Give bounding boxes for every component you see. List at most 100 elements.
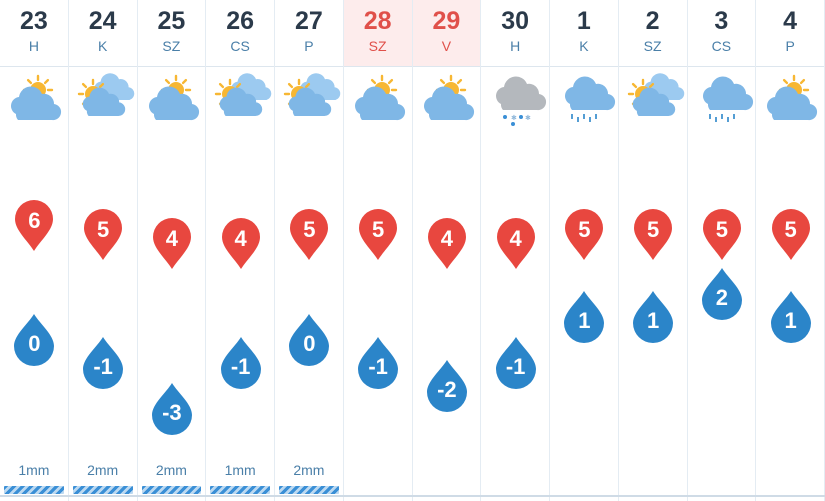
max-temp-value: 5 [647, 217, 660, 242]
day-column[interactable]: 27 P 5 0 2mm [275, 0, 344, 501]
day-column[interactable]: 26 CS 4 -1 1mm [206, 0, 275, 501]
day-of-week: SZ [162, 38, 181, 54]
rain-cloud-icon [692, 72, 753, 128]
baseline-divider [0, 495, 825, 497]
mostly-cloudy-sun-icon [279, 72, 341, 128]
min-temp-marker: -1 [495, 336, 537, 390]
day-column[interactable]: 25 SZ 4 -3 2mm [137, 0, 207, 501]
min-temp-value: -3 [162, 400, 182, 425]
max-temp-value: 4 [509, 226, 522, 251]
sleet-cloud-icon: ✱ ✱ [485, 72, 547, 128]
day-of-week: P [304, 38, 314, 54]
day-number: 3 [714, 7, 729, 35]
precipitation-bar [72, 486, 133, 494]
partly-cloudy-sun-icon [348, 72, 408, 128]
precipitation-amount: 2mm [155, 462, 187, 478]
min-temp-value: -2 [437, 377, 457, 402]
day-of-week: CS [711, 38, 732, 54]
min-temp-value: -1 [505, 354, 526, 379]
min-temp-marker: -1 [357, 336, 399, 390]
max-temp-value: 5 [784, 217, 797, 242]
min-temp-marker: -3 [151, 382, 193, 436]
max-temp-value: 6 [28, 208, 41, 233]
min-temp-marker: -1 [82, 336, 124, 390]
min-temp-value: 1 [647, 308, 660, 333]
max-temp-value: 5 [303, 217, 316, 242]
day-of-week: V [441, 38, 452, 54]
day-header: 1 K [550, 0, 618, 67]
day-number: 26 [226, 7, 255, 35]
day-number: 4 [783, 7, 798, 35]
day-number: 24 [88, 7, 117, 35]
max-temp-marker: 5 [289, 209, 329, 261]
precipitation-amount: 1mm [224, 462, 256, 478]
day-number: 27 [294, 7, 323, 35]
max-temp-marker: 5 [633, 209, 673, 261]
max-temp-marker: 5 [771, 209, 811, 261]
min-temp-marker: 1 [563, 290, 605, 344]
precipitation-amount: 2mm [87, 462, 119, 478]
partly-cloudy-sun-icon [760, 72, 820, 128]
max-temp-value: 5 [715, 217, 728, 242]
day-column[interactable]: 30 H ✱ ✱ 4 -1 [481, 0, 550, 501]
min-temp-value: 0 [28, 331, 41, 356]
day-header: 29 V [412, 0, 481, 67]
day-of-week: K [579, 38, 589, 54]
min-temp-value: 2 [715, 285, 728, 310]
max-temp-value: 4 [165, 226, 178, 251]
max-temp-value: 5 [97, 217, 110, 242]
day-column[interactable]: 23 H 6 0 1mm [0, 0, 69, 501]
precipitation-bar [4, 486, 64, 494]
day-column[interactable]: 29 V 4 -2 [412, 0, 482, 501]
max-temp-value: 4 [234, 226, 247, 251]
mostly-cloudy-sun-icon [210, 72, 272, 128]
mostly-cloudy-sun-icon [73, 72, 134, 128]
max-temp-value: 5 [578, 217, 591, 242]
day-header: 28 SZ [343, 0, 412, 67]
mostly-cloudy-sun-icon [623, 72, 684, 128]
max-temp-value: 4 [440, 226, 453, 251]
day-of-week: H [510, 38, 521, 54]
min-temp-value: 0 [303, 331, 316, 356]
day-of-week: K [97, 38, 108, 54]
min-temp-value: 1 [578, 308, 591, 333]
day-header: 3 CS [687, 0, 756, 67]
precipitation-amount: 1mm [18, 462, 50, 478]
day-number: 2 [645, 7, 660, 35]
min-temp-marker: 1 [770, 290, 812, 344]
day-header: 30 H [481, 0, 549, 67]
day-number: 29 [432, 7, 461, 35]
max-temp-marker: 4 [152, 218, 192, 270]
day-column[interactable]: 4 P 5 1 [756, 0, 825, 501]
min-temp-marker: 2 [701, 267, 743, 321]
day-column[interactable]: 1 K 5 1 [550, 0, 619, 501]
min-temp-value: -1 [230, 354, 251, 379]
min-temp-value: -1 [368, 354, 388, 379]
precipitation-bar [141, 486, 202, 494]
max-temp-marker: 5 [358, 209, 398, 261]
min-temp-marker: 0 [288, 313, 330, 367]
max-temp-marker: 5 [83, 209, 123, 261]
max-temp-marker: 4 [427, 218, 467, 270]
day-number: 30 [501, 7, 530, 35]
day-column[interactable]: 24 K 5 -1 2mm [68, 0, 138, 501]
svg-text:✱: ✱ [511, 114, 517, 122]
min-temp-marker: -1 [220, 336, 262, 390]
day-number: 1 [576, 7, 591, 35]
day-column[interactable]: 28 SZ 5 -1 [343, 0, 413, 501]
max-temp-value: 5 [372, 217, 385, 242]
day-column[interactable]: 3 CS 5 2 [687, 0, 757, 501]
day-of-week: SZ [368, 38, 387, 54]
day-of-week: CS [230, 38, 250, 54]
min-temp-marker: 0 [13, 313, 55, 367]
day-column[interactable]: 2 SZ 5 1 [618, 0, 688, 501]
day-header: 27 P [275, 0, 343, 67]
day-number: 25 [157, 7, 186, 35]
day-header: 25 SZ [137, 0, 206, 67]
rain-cloud-icon [554, 72, 616, 128]
precipitation-amount: 2mm [293, 462, 325, 478]
max-temp-marker: 4 [496, 218, 536, 270]
day-number: 23 [19, 7, 48, 35]
day-header: 26 CS [206, 0, 274, 67]
